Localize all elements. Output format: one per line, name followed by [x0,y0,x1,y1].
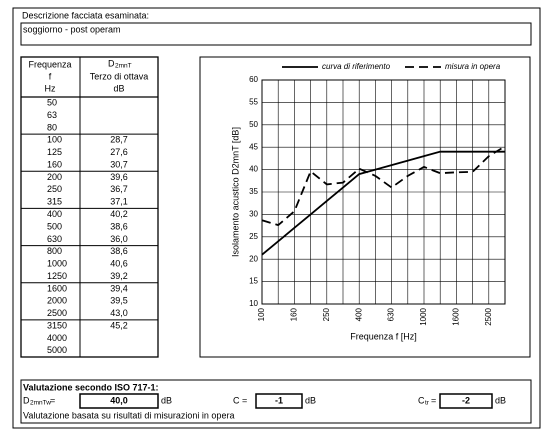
y-axis-title: Isolamento acustico D2mnT [dB] [230,127,240,257]
value-cell: 38,6 [110,246,128,256]
description: soggiorno - post operam [23,24,121,34]
ctr-box [439,393,493,409]
rw-symbol: D [23,395,30,405]
freq-cell: 100 [47,135,62,145]
value-cell: 30,7 [110,159,128,169]
y-tick-label: 30 [249,210,258,219]
freq-cell: 3150 [47,320,67,330]
freq-cell: 63 [47,110,57,120]
chart-frame [199,56,531,358]
freq-cell: 1250 [47,271,67,281]
value-cell: 27,6 [110,147,128,157]
x-tick-label: 630 [387,307,396,321]
freq-cell: 400 [47,209,62,219]
header-freq: Hz [45,83,56,93]
description-label: Descrizione facciata esaminata: [22,10,149,20]
header-freq: Frequenza [28,59,71,69]
freq-cell: 2000 [47,296,67,306]
x-tick-label: 2500 [484,307,493,325]
y-tick-label: 55 [249,98,258,107]
value-cell: 37,1 [110,197,128,207]
ctr-symbol-sub: tr [425,400,430,407]
series-line [261,150,505,256]
legend-label: curva di riferimento [322,62,391,71]
value-cell: 36,0 [110,234,128,244]
value-cell: 28,7 [110,135,128,145]
freq-cell: 50 [47,98,57,108]
chart: 10 15 20 25 30 35 40 45 50 55 60 100 160 250 400 630 100… [230,62,506,341]
y-tick-label: 20 [249,254,258,263]
value-cell: 39,5 [110,296,128,306]
table: Frequenza f Hz D 2mnT Terzo di ottava dB… [20,56,159,358]
value-cell: 39,2 [110,271,128,281]
freq-cell: 250 [47,184,62,194]
x-axis-title: Frequenza f [Hz] [350,331,417,341]
freq-cell: 630 [47,234,62,244]
freq-cell: 315 [47,197,62,207]
outer-frame [12,7,541,429]
y-tick-label: 35 [249,187,258,196]
c-label: C = [233,395,247,405]
series-line [261,145,506,227]
c-value: -1 [275,395,283,405]
table-frame [20,56,159,358]
y-tick-label: 50 [249,120,258,129]
value-cell: 36,7 [110,184,128,194]
freq-cell: 125 [47,147,62,157]
evaluation-box [20,379,532,424]
freq-cell: 2500 [47,308,67,318]
x-tick-label: 1600 [452,307,461,325]
evaluation-title: Valutazione secondo ISO 717-1: [23,382,159,392]
y-tick-label: 60 [249,75,258,84]
description-box [20,22,532,46]
c-unit: dB [305,395,316,405]
freq-cell: 200 [47,172,62,182]
y-tick-label: 10 [249,299,258,308]
plot-frame [261,79,506,305]
freq-cell: 4000 [47,333,67,343]
rw-eq: = [50,395,55,405]
y-tick-label: 40 [249,165,258,174]
ctr-value: -2 [462,395,470,405]
freq-cell: 160 [47,159,62,169]
legend-label: misura in opera [445,62,501,71]
freq-cell: 500 [47,221,62,231]
x-tick-label: 100 [257,307,266,321]
ctr-symbol: C [418,395,425,405]
x-tick-label: 250 [322,307,331,321]
rw-value: 40,0 [110,395,128,405]
freq-cell: 80 [47,122,57,132]
rw-symbol-sub: 2mnTw [30,400,51,407]
value-cell: 38,6 [110,221,128,231]
x-tick-label: 400 [354,307,363,321]
evaluation-note: Valutazione basata su risultati di misur… [23,410,234,420]
freq-cell: 800 [47,246,62,256]
header-value: Terzo di ottava [90,71,149,81]
ctr-eq: = [431,395,436,405]
header-symbol-sub: 2mnT [115,63,132,70]
y-tick-label: 25 [249,232,258,241]
y-tick-label: 15 [249,277,258,286]
freq-cell: 1600 [47,283,67,293]
value-cell: 39,4 [110,283,128,293]
value-cell: 40,6 [110,259,128,269]
value-cell: 40,2 [110,209,128,219]
freq-cell: 1000 [47,259,67,269]
rw-box [79,393,159,409]
header-symbol: D [108,58,115,68]
header-freq: f [49,71,52,81]
x-tick-label: 160 [290,307,299,321]
value-cell: 45,2 [110,320,128,330]
value-cell: 43,0 [110,308,128,318]
header-value: dB [113,83,124,93]
x-tick-label: 1000 [419,307,428,325]
value-cell: 39,6 [110,172,128,182]
freq-cell: 5000 [47,345,67,355]
ctr-unit: dB [495,395,506,405]
y-tick-label: 45 [249,142,258,151]
rw-unit: dB [161,395,172,405]
c-box [255,393,303,409]
